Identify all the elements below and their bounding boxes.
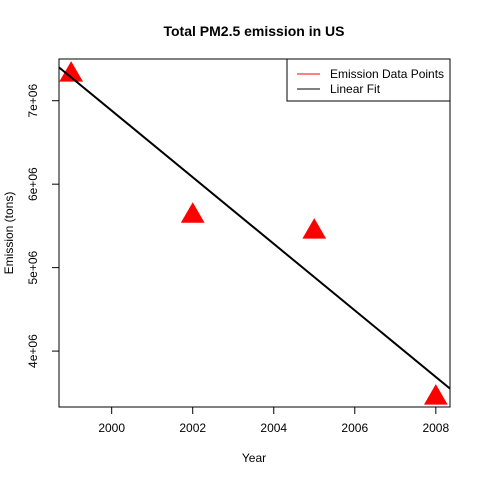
y-axis: 4e+06 5e+06 6e+06 7e+06 bbox=[26, 84, 59, 368]
series-layer bbox=[58, 61, 451, 405]
legend-label-linear-fit: Linear Fit bbox=[330, 82, 381, 96]
y-tick-label: 6e+06 bbox=[26, 167, 40, 201]
x-axis: 2000 2002 2004 2006 2008 bbox=[98, 407, 449, 435]
data-point-triangle bbox=[180, 202, 205, 223]
y-tick-label: 7e+06 bbox=[26, 84, 40, 118]
plot-frame bbox=[58, 58, 451, 408]
legend-label-emission-data-points: Emission Data Points bbox=[330, 67, 444, 81]
x-tick-label: 2008 bbox=[422, 421, 449, 435]
x-tick-label: 2006 bbox=[341, 421, 368, 435]
x-tick-label: 2002 bbox=[179, 421, 206, 435]
x-tick-label: 2004 bbox=[260, 421, 287, 435]
data-point-triangle bbox=[423, 384, 448, 405]
x-tick-label: 2000 bbox=[98, 421, 125, 435]
y-axis-label: Emission (tons) bbox=[2, 192, 16, 275]
legend-box bbox=[286, 58, 451, 102]
x-axis-label: Year bbox=[242, 451, 266, 465]
y-tick-label: 5e+06 bbox=[26, 250, 40, 284]
legend: Emission Data Points Linear Fit bbox=[286, 58, 451, 102]
y-tick-label: 4e+06 bbox=[26, 334, 40, 368]
linear-fit-line bbox=[58, 66, 451, 390]
data-point-triangle bbox=[302, 218, 327, 239]
chart-title: Total PM2.5 emission in US bbox=[163, 23, 344, 39]
